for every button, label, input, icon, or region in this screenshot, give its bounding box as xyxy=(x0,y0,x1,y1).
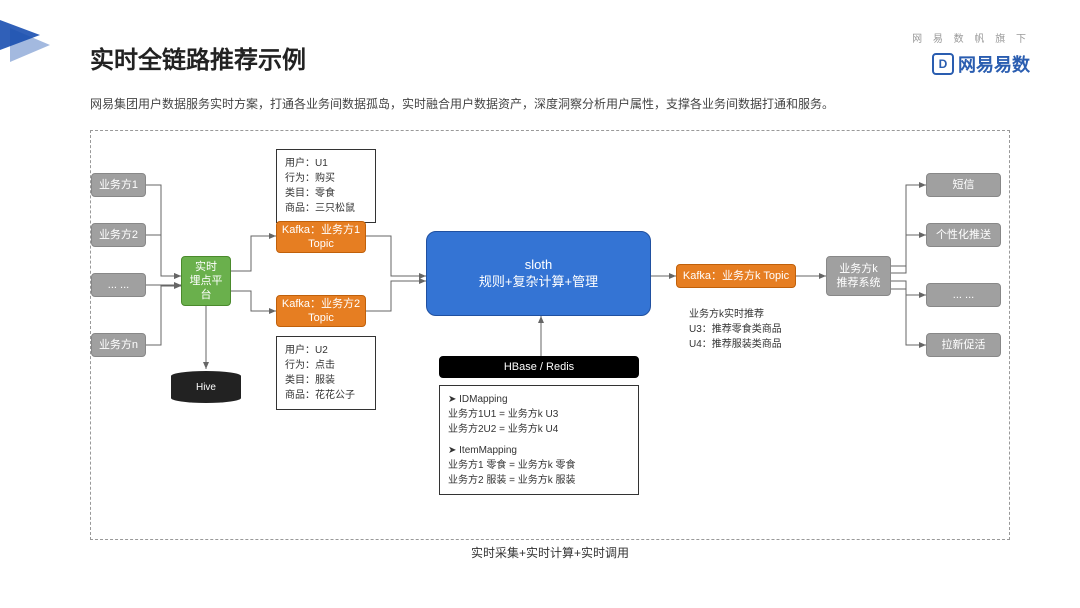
hive-store: Hive xyxy=(171,371,241,403)
user-detail-box-1: 用户：U1 行为：购买 类目：零食 商品：三只松鼠 xyxy=(276,149,376,223)
source-node: 业务方1 xyxy=(91,173,146,197)
realtime-platform-node: 实时 埋点平台 xyxy=(181,256,231,306)
rec-system-node: 业务方k 推荐系统 xyxy=(826,256,891,296)
kafka-topic-node: Kafka：业务方1 Topic xyxy=(276,221,366,253)
page-subtitle: 网易集团用户数据服务实时方案，打通各业务间数据孤岛，实时融合用户数据资产，深度洞… xyxy=(90,95,1020,112)
diagram-canvas: 业务方1 业务方2 ... ... 业务方n 实时 埋点平台 Hive 用户：U… xyxy=(90,130,1010,540)
mapping-box: ➤ IDMapping 业务方1U1 = 业务方k U3 业务方2U2 = 业务… xyxy=(439,385,639,495)
diagram-footer: 实时采集+实时计算+实时调用 xyxy=(91,544,1009,561)
recommendation-note: 业务方k实时推荐 U3：推荐零食类商品 U4：推荐服装类商品 xyxy=(681,301,811,358)
user-detail-box-2: 用户：U2 行为：点击 类目：服装 商品：花花公子 xyxy=(276,336,376,410)
output-node: ... ... xyxy=(926,283,1001,307)
page-title: 实时全链路推荐示例 xyxy=(90,40,1020,75)
kafka-k-node: Kafka：业务方k Topic xyxy=(676,264,796,288)
source-node: 业务方n xyxy=(91,333,146,357)
page-header: 实时全链路推荐示例 网易集团用户数据服务实时方案，打通各业务间数据孤岛，实时融合… xyxy=(90,40,1020,112)
source-node: ... ... xyxy=(91,273,146,297)
sloth-node: sloth 规则+复杂计算+管理 xyxy=(426,231,651,316)
output-node: 短信 xyxy=(926,173,1001,197)
output-node: 拉新促活 xyxy=(926,333,1001,357)
output-node: 个性化推送 xyxy=(926,223,1001,247)
kafka-topic-node: Kafka：业务方2 Topic xyxy=(276,295,366,327)
corner-accent xyxy=(0,20,60,70)
hbase-node: HBase / Redis xyxy=(439,356,639,378)
source-node: 业务方2 xyxy=(91,223,146,247)
